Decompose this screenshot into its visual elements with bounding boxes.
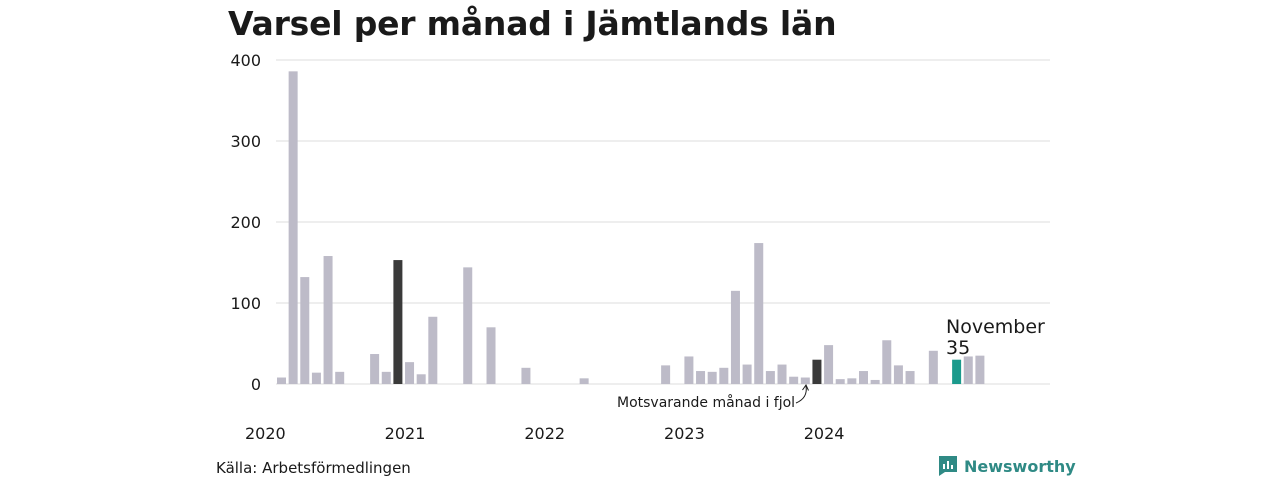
bar-2021-07	[486, 327, 496, 384]
bar-2023-12	[824, 345, 834, 384]
bar-2020-01	[277, 377, 286, 384]
bar-2024-01	[835, 379, 845, 384]
bar-2021-05	[463, 267, 473, 384]
bar-2024-11	[952, 359, 962, 384]
bar-2023-01	[696, 371, 706, 384]
bar-undefined	[975, 355, 985, 384]
bar-2024-12	[963, 356, 973, 384]
bar-2023-02	[707, 371, 717, 384]
brand-logo: Newsworthy	[938, 455, 1076, 477]
bar-2024-04	[870, 379, 880, 384]
bar-2024-09	[928, 350, 938, 384]
bar-2024-06	[893, 365, 903, 384]
y-tick-label: 400	[230, 51, 261, 70]
bar-2022-03	[579, 378, 589, 384]
bar-2023-05	[742, 364, 752, 384]
y-tick-label: 200	[230, 213, 261, 232]
previous-year-note: Motsvarande månad i fjol	[617, 394, 795, 411]
bar-2020-09	[370, 354, 380, 384]
bar-2023-06	[754, 243, 764, 384]
x-axis-labels: 2020 2021 2022 2023 2024	[245, 424, 844, 443]
bar-2023-10	[800, 377, 810, 384]
bar-2024-03	[859, 371, 868, 384]
newsworthy-logo-icon	[939, 456, 957, 476]
bar-2024-07	[905, 371, 915, 384]
bar-2023-07	[765, 371, 775, 384]
x-tick-label: 2020	[245, 424, 286, 443]
y-tick-label: 300	[230, 132, 261, 151]
bar-2020-06	[335, 371, 345, 384]
x-tick-label: 2022	[524, 424, 565, 443]
bar-2023-04	[730, 290, 740, 384]
bar-2020-10	[381, 371, 391, 384]
bar-2020-04	[311, 372, 321, 384]
previous-year-arrowhead	[802, 383, 809, 391]
bar-2021-02	[428, 316, 438, 384]
y-tick-label: 100	[230, 294, 261, 313]
brand-name: Newsworthy	[964, 456, 1076, 476]
source-note: Källa: Arbetsförmedlingen	[216, 459, 411, 477]
bar-2020-03	[300, 277, 310, 384]
y-axis-labels: 0 100 200 300 400	[230, 51, 261, 394]
bar-2024-02	[847, 378, 857, 384]
bar-2020-11	[393, 260, 403, 384]
x-tick-label: 2023	[664, 424, 705, 443]
bar-2023-03	[719, 367, 729, 384]
bar-2021-10	[521, 367, 531, 384]
bars	[277, 71, 985, 384]
bar-2022-12	[684, 356, 694, 384]
current-month-value: 35	[946, 337, 970, 359]
annotations: November 35 Motsvarande månad i fjol	[617, 316, 1045, 411]
bar-2020-05	[323, 256, 333, 384]
bar-chart: 0 100 200 300 400 2020 2021 2022 2023 2024 Novem…	[230, 51, 1050, 443]
bar-2020-02	[288, 71, 298, 384]
current-month-label: November	[946, 316, 1045, 338]
bar-2023-08	[777, 364, 787, 384]
bar-2021-01	[416, 374, 426, 384]
bar-2022-10	[661, 365, 671, 384]
bar-2020-12	[405, 362, 415, 384]
bar-2023-11	[812, 359, 822, 384]
bar-2024-05	[882, 340, 892, 384]
previous-year-arrow	[795, 385, 807, 404]
x-tick-label: 2021	[385, 424, 426, 443]
bar-2023-09	[789, 376, 799, 384]
y-tick-label: 0	[251, 375, 261, 394]
x-tick-label: 2024	[804, 424, 845, 443]
grid-lines	[276, 59, 1050, 385]
chart-title: Varsel per månad i Jämtlands län	[228, 4, 837, 43]
